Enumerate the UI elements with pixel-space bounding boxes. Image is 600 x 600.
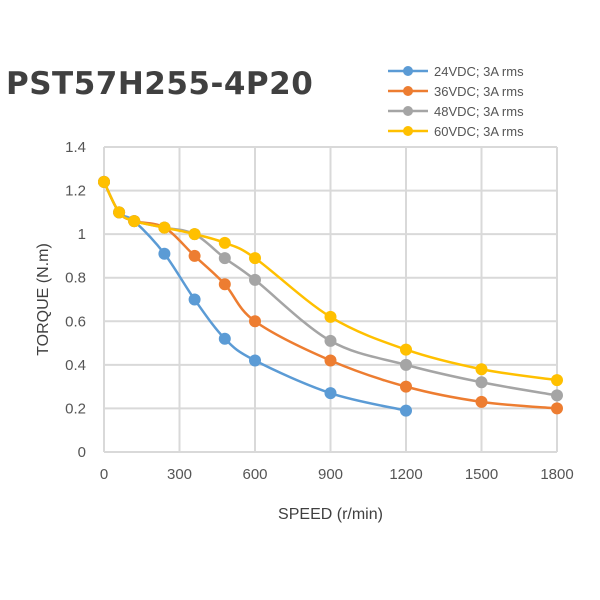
legend-marker	[403, 66, 413, 76]
x-tick-label: 300	[167, 466, 192, 483]
y-tick-label: 1	[78, 226, 86, 243]
data-point	[188, 228, 201, 241]
x-axis-label: SPEED (r/min)	[278, 506, 383, 523]
data-point	[400, 343, 412, 356]
data-point	[218, 236, 231, 249]
data-point	[218, 278, 231, 291]
legend-marker	[403, 86, 413, 96]
data-point	[551, 402, 563, 415]
y-tick-label: 0.4	[65, 357, 86, 374]
data-point	[249, 252, 261, 265]
data-point	[551, 389, 563, 402]
x-tick-label: 600	[242, 466, 267, 483]
data-point	[113, 206, 126, 219]
data-point	[475, 363, 488, 376]
y-tick-label: 1.4	[65, 139, 86, 156]
data-point	[324, 310, 337, 323]
data-point	[188, 293, 201, 306]
data-point	[400, 380, 412, 393]
x-tick-label: 1800	[540, 466, 573, 483]
data-point	[218, 252, 231, 265]
legend-entry: 48VDC; 3A rms	[434, 104, 524, 119]
chart-title: PST57H255-4P20	[6, 66, 314, 102]
data-point	[218, 332, 231, 345]
x-tick-label: 1500	[465, 466, 498, 483]
x-tick-label: 1200	[389, 466, 422, 483]
y-axis-label: TORQUE (N.m)	[35, 243, 52, 356]
y-tick-label: 1.2	[65, 183, 86, 200]
data-point	[324, 354, 337, 367]
legend-entry: 24VDC; 3A rms	[434, 64, 524, 79]
data-point	[551, 374, 563, 387]
data-point	[400, 358, 412, 371]
y-tick-label: 0.6	[65, 313, 86, 330]
data-point	[249, 354, 261, 367]
data-point	[98, 175, 110, 188]
data-point	[324, 334, 337, 347]
data-point	[400, 404, 412, 417]
data-point	[158, 247, 171, 260]
data-point	[158, 221, 171, 234]
data-point	[475, 376, 488, 389]
data-point	[324, 387, 337, 400]
legend-marker	[403, 126, 413, 136]
legend-entry: 60VDC; 3A rms	[434, 124, 524, 139]
data-point	[249, 273, 261, 286]
data-point	[475, 395, 488, 408]
data-point	[188, 249, 201, 262]
y-tick-label: 0.8	[65, 270, 86, 287]
x-tick-label: 900	[318, 466, 343, 483]
legend-marker	[403, 106, 413, 116]
legend-entry: 36VDC; 3A rms	[434, 84, 524, 99]
x-tick-label: 0	[100, 466, 108, 483]
data-point	[128, 215, 141, 228]
y-tick-label: 0.2	[65, 400, 86, 417]
data-point	[249, 315, 261, 328]
y-tick-label: 0	[78, 444, 86, 461]
